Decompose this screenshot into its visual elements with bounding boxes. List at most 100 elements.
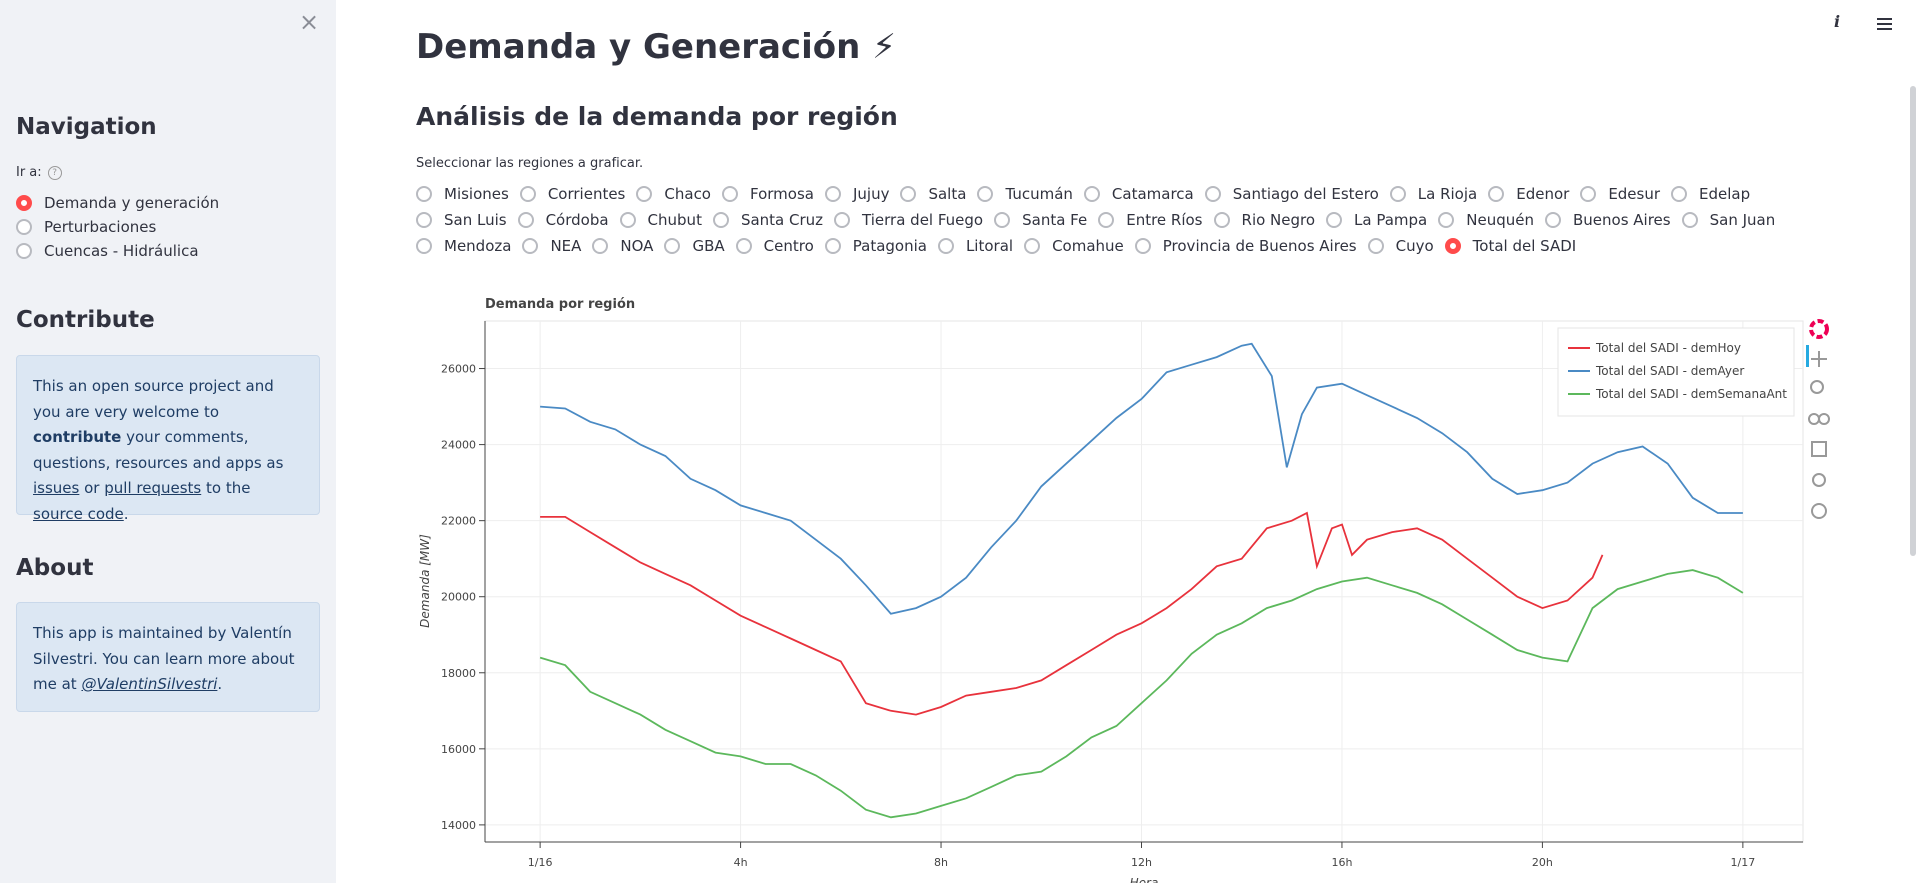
- wheel-zoom-tool[interactable]: [1808, 413, 1820, 425]
- radio-button[interactable]: [1098, 212, 1115, 228]
- y-axis-label: Demanda [MW]: [418, 534, 432, 628]
- radio-button[interactable]: [824, 238, 841, 254]
- radio-option[interactable]: GBA: [664, 236, 725, 256]
- radio-option[interactable]: Comahue: [1024, 236, 1124, 256]
- radio-option[interactable]: Formosa: [722, 184, 814, 204]
- nav-title: Navigation: [16, 114, 157, 140]
- radio-button[interactable]: [994, 212, 1011, 228]
- help-tool[interactable]: [1811, 503, 1827, 519]
- radio-label: NEA: [550, 237, 582, 255]
- radio-option[interactable]: La Pampa: [1326, 210, 1427, 230]
- radio-option[interactable]: Edenor: [1488, 184, 1569, 204]
- radio-option[interactable]: Santa Cruz: [712, 210, 823, 230]
- radio-option[interactable]: Santa Fe: [994, 210, 1087, 230]
- radio-option[interactable]: Neuquén: [1438, 210, 1534, 230]
- save-tool[interactable]: [1811, 441, 1827, 457]
- radio-button[interactable]: [1444, 238, 1461, 254]
- radio-button[interactable]: [1367, 238, 1384, 254]
- radio-option[interactable]: Total del SADI: [1444, 236, 1576, 256]
- radio-option[interactable]: Centro: [735, 236, 814, 256]
- radio-button[interactable]: [1213, 212, 1230, 228]
- radio-option[interactable]: Chaco: [636, 184, 711, 204]
- radio-option[interactable]: Perturbaciones: [16, 218, 219, 236]
- pan-tool[interactable]: [1811, 351, 1827, 367]
- reset-tool[interactable]: [1812, 473, 1826, 487]
- radio-button[interactable]: [1134, 238, 1151, 254]
- radio-button[interactable]: [416, 238, 432, 254]
- radio-label: Formosa: [750, 185, 814, 203]
- radio-button[interactable]: [517, 212, 534, 228]
- radio-button[interactable]: [1438, 212, 1455, 228]
- radio-button[interactable]: [977, 186, 994, 202]
- radio-option[interactable]: Jujuy: [824, 184, 889, 204]
- x-tick-label: 4h: [734, 856, 748, 869]
- radio-button[interactable]: [937, 238, 954, 254]
- radio-button[interactable]: [824, 186, 841, 202]
- radio-button[interactable]: [636, 186, 653, 202]
- link[interactable]: issues: [33, 479, 80, 497]
- radio-option[interactable]: Patagonia: [824, 236, 927, 256]
- radio-option[interactable]: San Juan: [1681, 210, 1775, 230]
- radio-option[interactable]: Cuyo: [1367, 236, 1434, 256]
- bokeh-logo[interactable]: [1809, 319, 1829, 339]
- radio-option[interactable]: Córdoba: [517, 210, 609, 230]
- info-icon[interactable]: i: [1834, 12, 1841, 31]
- radio-button[interactable]: [664, 238, 681, 254]
- radio-button[interactable]: [619, 212, 636, 228]
- menu-icon[interactable]: [1876, 16, 1894, 32]
- radio-option[interactable]: Chubut: [619, 210, 702, 230]
- radio-label: Buenos Aires: [1573, 211, 1671, 229]
- radio-option[interactable]: Santiago del Estero: [1204, 184, 1379, 204]
- close-sidebar[interactable]: ×: [299, 8, 320, 36]
- link[interactable]: source code: [33, 504, 124, 523]
- radio-option[interactable]: San Luis: [416, 210, 507, 230]
- radio-button[interactable]: [592, 238, 609, 254]
- radio-button[interactable]: [900, 186, 917, 202]
- radio-option[interactable]: Edelap: [1671, 184, 1750, 204]
- radio-button[interactable]: [735, 238, 752, 254]
- radio-button[interactable]: [834, 212, 851, 228]
- radio-button[interactable]: [1580, 186, 1597, 202]
- radio-option[interactable]: Litoral: [937, 236, 1013, 256]
- radio-option[interactable]: Buenos Aires: [1545, 210, 1671, 230]
- radio-option[interactable]: Tierra del Fuego: [834, 210, 983, 230]
- radio-option[interactable]: Rio Negro: [1213, 210, 1315, 230]
- radio-button[interactable]: [16, 243, 32, 259]
- radio-button[interactable]: [1083, 186, 1100, 202]
- radio-option[interactable]: NEA: [522, 236, 581, 256]
- radio-option[interactable]: Edesur: [1580, 184, 1660, 204]
- radio-button[interactable]: [1488, 186, 1505, 202]
- radio-button[interactable]: [416, 186, 432, 202]
- radio-button[interactable]: [16, 195, 32, 211]
- radio-button[interactable]: [1671, 186, 1688, 202]
- radio-button[interactable]: [1545, 212, 1561, 228]
- radio-button[interactable]: [722, 186, 738, 202]
- radio-button[interactable]: [1389, 186, 1406, 202]
- radio-button[interactable]: [519, 186, 536, 202]
- radio-option[interactable]: Misiones: [416, 184, 509, 204]
- radio-button[interactable]: [1024, 238, 1041, 254]
- radio-button[interactable]: [1326, 212, 1343, 228]
- radio-button[interactable]: [1204, 186, 1221, 202]
- link[interactable]: pull requests: [104, 479, 202, 497]
- radio-button[interactable]: [712, 212, 729, 228]
- radio-button[interactable]: [522, 238, 539, 254]
- radio-option[interactable]: Entre Ríos: [1098, 210, 1203, 230]
- link[interactable]: @ValentinSilvestri: [81, 675, 218, 693]
- radio-option[interactable]: Provincia de Buenos Aires: [1134, 236, 1357, 256]
- radio-button[interactable]: [16, 219, 32, 235]
- radio-option[interactable]: Tucumán: [977, 184, 1073, 204]
- radio-button[interactable]: [416, 212, 432, 228]
- radio-option[interactable]: Corrientes: [519, 184, 625, 204]
- scrollbar[interactable]: [1910, 86, 1916, 556]
- radio-option[interactable]: Demanda y generación: [16, 194, 219, 212]
- zoom-tool[interactable]: [1810, 380, 1824, 394]
- radio-option[interactable]: Mendoza: [416, 236, 511, 256]
- radio-option[interactable]: Catamarca: [1083, 184, 1194, 204]
- radio-option[interactable]: Cuencas - Hidráulica: [16, 242, 219, 260]
- radio-option[interactable]: La Rioja: [1389, 184, 1477, 204]
- radio-option[interactable]: NOA: [592, 236, 653, 256]
- radio-button[interactable]: [1681, 212, 1698, 228]
- radio-option[interactable]: Salta: [900, 184, 966, 204]
- help-icon[interactable]: ?: [47, 165, 62, 180]
